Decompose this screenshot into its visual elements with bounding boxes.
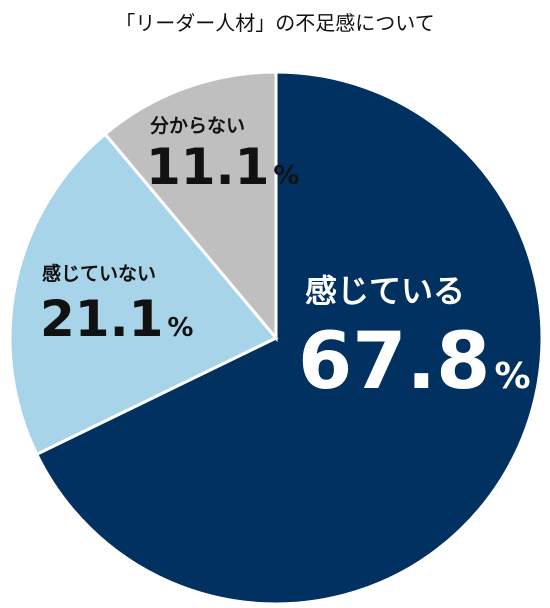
pie-slice: [8, 131, 279, 457]
chart-title: 「リーダー人材」の不足感について: [115, 11, 434, 35]
slice-label: 感じている: [305, 272, 465, 310]
value-number: 67.8: [298, 317, 490, 407]
value-number: 21.1: [40, 290, 163, 348]
slice-label: 分からない: [150, 115, 245, 137]
value-label: 67.8%: [298, 317, 531, 407]
value-label: 21.1%: [40, 290, 193, 348]
pie-slice: [103, 70, 278, 343]
value-unit: %: [167, 313, 193, 343]
pie-slice: [34, 70, 544, 606]
value-label: 11.1%: [146, 138, 299, 196]
value-number: 11.1: [146, 138, 269, 196]
value-unit: %: [494, 356, 530, 397]
slice-label: 感じていない: [42, 262, 156, 285]
value-unit: %: [273, 161, 299, 191]
